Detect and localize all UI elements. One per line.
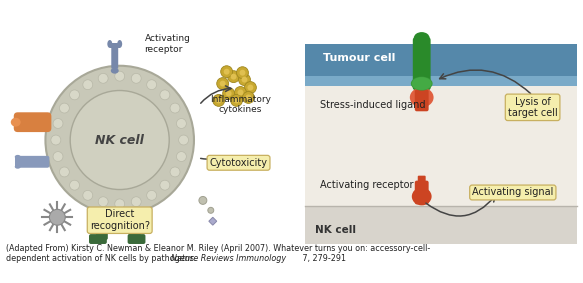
Circle shape — [115, 199, 125, 209]
Circle shape — [177, 152, 187, 162]
Circle shape — [221, 66, 233, 78]
FancyBboxPatch shape — [4, 44, 300, 244]
Circle shape — [234, 97, 240, 103]
Circle shape — [213, 95, 224, 106]
Circle shape — [178, 135, 188, 145]
Text: Lysis of
target cell: Lysis of target cell — [508, 97, 557, 118]
Ellipse shape — [411, 77, 433, 91]
Circle shape — [131, 197, 141, 207]
FancyBboxPatch shape — [96, 210, 108, 240]
FancyBboxPatch shape — [110, 43, 120, 48]
Circle shape — [243, 91, 254, 103]
FancyBboxPatch shape — [305, 44, 577, 244]
Circle shape — [217, 78, 229, 89]
Circle shape — [237, 67, 248, 79]
Ellipse shape — [10, 118, 20, 127]
Circle shape — [50, 209, 65, 225]
Circle shape — [115, 71, 125, 81]
Circle shape — [231, 74, 237, 80]
Ellipse shape — [412, 77, 431, 90]
FancyBboxPatch shape — [111, 47, 118, 69]
Circle shape — [245, 95, 251, 100]
Circle shape — [227, 71, 240, 83]
Circle shape — [220, 81, 226, 87]
Text: Activating signal: Activating signal — [472, 188, 553, 198]
Circle shape — [83, 190, 93, 200]
Ellipse shape — [107, 40, 113, 48]
Circle shape — [226, 91, 231, 97]
Text: NK cell: NK cell — [95, 134, 144, 147]
Ellipse shape — [15, 155, 20, 159]
Circle shape — [51, 135, 61, 145]
FancyBboxPatch shape — [89, 234, 107, 244]
Circle shape — [147, 190, 157, 200]
Circle shape — [53, 152, 63, 162]
Circle shape — [160, 180, 170, 190]
Circle shape — [199, 196, 207, 204]
Text: Activating receptor: Activating receptor — [319, 180, 413, 190]
Circle shape — [237, 89, 244, 95]
Ellipse shape — [414, 32, 430, 44]
Ellipse shape — [97, 209, 106, 216]
Circle shape — [45, 66, 194, 214]
Text: Tumour cell: Tumour cell — [323, 53, 395, 63]
Text: Cytotoxicity: Cytotoxicity — [209, 158, 268, 168]
Circle shape — [231, 95, 243, 106]
FancyBboxPatch shape — [128, 234, 145, 244]
Text: dependent activation of NK cells by pathogens.: dependent activation of NK cells by path… — [6, 254, 199, 263]
Text: 7, 279-291: 7, 279-291 — [300, 254, 346, 263]
Ellipse shape — [410, 87, 434, 107]
Text: Nature Reviews Immunology: Nature Reviews Immunology — [171, 254, 286, 263]
FancyBboxPatch shape — [17, 156, 50, 168]
FancyBboxPatch shape — [305, 76, 577, 85]
FancyBboxPatch shape — [15, 157, 20, 167]
Circle shape — [131, 73, 141, 83]
Circle shape — [98, 197, 108, 207]
Circle shape — [69, 90, 79, 100]
Circle shape — [160, 90, 170, 100]
Circle shape — [224, 69, 230, 75]
Circle shape — [170, 103, 180, 113]
Circle shape — [234, 87, 247, 98]
Circle shape — [59, 167, 69, 177]
Circle shape — [247, 85, 254, 91]
Ellipse shape — [117, 40, 122, 48]
Circle shape — [216, 97, 222, 103]
Circle shape — [53, 119, 63, 128]
Ellipse shape — [130, 209, 139, 216]
Text: Inflammatory
cytokines: Inflammatory cytokines — [210, 95, 271, 114]
FancyBboxPatch shape — [415, 89, 429, 111]
Text: (Adapted From) Kirsty C. Newman & Eleanor M. Riley (April 2007). Whatever turns : (Adapted From) Kirsty C. Newman & Eleano… — [6, 245, 430, 254]
Circle shape — [70, 91, 169, 190]
Circle shape — [147, 80, 157, 90]
Circle shape — [177, 119, 187, 128]
Circle shape — [208, 207, 214, 213]
Circle shape — [238, 74, 251, 85]
Circle shape — [170, 167, 180, 177]
FancyBboxPatch shape — [415, 181, 429, 204]
FancyBboxPatch shape — [413, 37, 431, 91]
Ellipse shape — [111, 68, 119, 74]
Text: Stress-induced ligand: Stress-induced ligand — [319, 100, 425, 110]
Circle shape — [240, 70, 245, 76]
Polygon shape — [209, 217, 217, 225]
Circle shape — [241, 77, 247, 83]
Text: Activating
receptor: Activating receptor — [145, 34, 190, 54]
FancyBboxPatch shape — [418, 176, 426, 186]
FancyBboxPatch shape — [129, 210, 141, 240]
Circle shape — [244, 82, 257, 93]
Ellipse shape — [15, 165, 20, 169]
Text: Direct
recognition?: Direct recognition? — [90, 209, 150, 231]
Circle shape — [223, 87, 234, 99]
FancyBboxPatch shape — [14, 112, 51, 132]
Circle shape — [98, 73, 108, 83]
Circle shape — [69, 180, 79, 190]
Ellipse shape — [412, 188, 431, 205]
Circle shape — [83, 80, 93, 90]
Text: NK cell: NK cell — [315, 225, 356, 235]
FancyBboxPatch shape — [305, 44, 577, 85]
FancyBboxPatch shape — [305, 206, 577, 244]
Circle shape — [59, 103, 69, 113]
